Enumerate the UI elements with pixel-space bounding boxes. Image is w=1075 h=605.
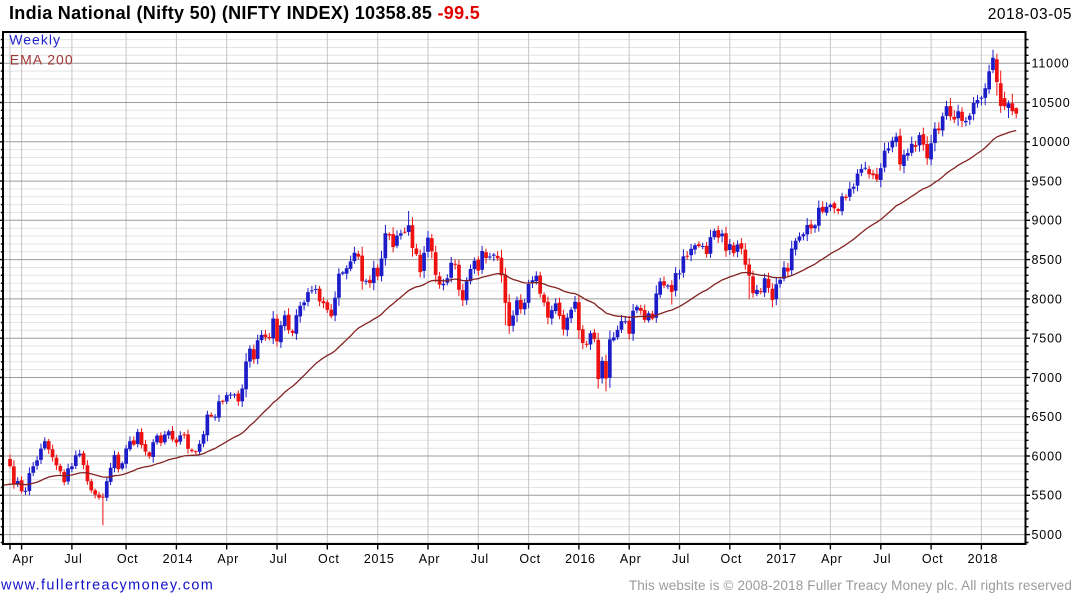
svg-text:2018: 2018 <box>968 552 999 566</box>
svg-text:6000: 6000 <box>1032 449 1063 463</box>
svg-text:9500: 9500 <box>1032 175 1063 189</box>
svg-text:Jul: Jul <box>64 552 82 566</box>
svg-text:India National (Nifty 50) (NIF: India National (Nifty 50) (NIFTY INDEX) … <box>9 3 480 23</box>
svg-text:Jul: Jul <box>471 552 489 566</box>
svg-text:Apr: Apr <box>12 552 34 566</box>
svg-text:11000: 11000 <box>1032 57 1070 71</box>
svg-text:7500: 7500 <box>1032 332 1063 346</box>
svg-text:Apr: Apr <box>821 552 843 566</box>
svg-text:9000: 9000 <box>1032 214 1063 228</box>
svg-text:Oct: Oct <box>318 552 340 566</box>
svg-text:6500: 6500 <box>1032 410 1063 424</box>
svg-text:5000: 5000 <box>1032 528 1063 542</box>
svg-text:2016: 2016 <box>565 552 596 566</box>
svg-text:5500: 5500 <box>1032 489 1063 503</box>
svg-text:7000: 7000 <box>1032 371 1063 385</box>
svg-text:2014: 2014 <box>163 552 194 566</box>
svg-text:Apr: Apr <box>419 552 441 566</box>
svg-text:8000: 8000 <box>1032 292 1063 306</box>
svg-text:2018-03-05: 2018-03-05 <box>988 6 1072 23</box>
svg-text:10000: 10000 <box>1032 135 1071 149</box>
svg-text:Oct: Oct <box>922 552 944 566</box>
svg-text:2017: 2017 <box>766 552 797 566</box>
svg-text:EMA 200: EMA 200 <box>10 52 74 68</box>
svg-text:Apr: Apr <box>620 552 642 566</box>
svg-text:2015: 2015 <box>364 552 395 566</box>
svg-text:Jul: Jul <box>269 552 287 566</box>
svg-text:Weekly: Weekly <box>9 32 61 48</box>
svg-text:8500: 8500 <box>1032 253 1063 267</box>
svg-text:Jul: Jul <box>873 552 891 566</box>
svg-text:Apr: Apr <box>217 552 239 566</box>
svg-text:Oct: Oct <box>519 552 541 566</box>
svg-text:www.fullertreacymoney.com: www.fullertreacymoney.com <box>0 578 214 594</box>
svg-text:This website is © 2008-2018 Fu: This website is © 2008-2018 Fuller Treac… <box>629 578 1072 593</box>
svg-text:10500: 10500 <box>1032 96 1071 110</box>
svg-text:Oct: Oct <box>721 552 743 566</box>
svg-text:Jul: Jul <box>672 552 690 566</box>
svg-text:Oct: Oct <box>117 552 139 566</box>
